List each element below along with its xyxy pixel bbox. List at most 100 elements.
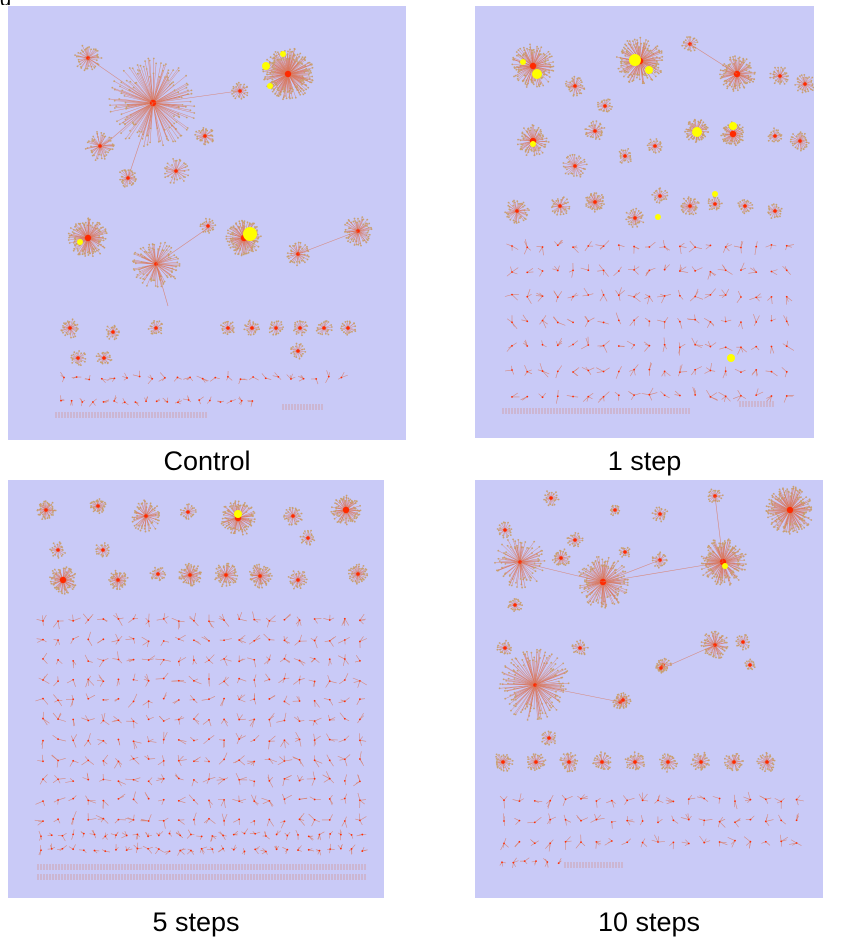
network-cluster [119, 169, 137, 188]
network-cluster [592, 751, 612, 771]
network-cluster [618, 148, 632, 164]
highlight-node [692, 127, 702, 137]
network-cluster [220, 500, 256, 536]
network-cluster [618, 546, 631, 558]
network-cluster [105, 324, 120, 341]
network-cluster [564, 75, 586, 97]
network-cluster [498, 648, 570, 721]
network-cluster [527, 753, 547, 771]
network-cluster [597, 98, 613, 113]
network-cluster [225, 219, 262, 257]
highlight-node [722, 563, 728, 569]
network-cluster [516, 124, 550, 157]
network-panel-10-steps [475, 480, 823, 898]
network-cluster [769, 66, 789, 85]
network-cluster [659, 753, 679, 773]
network-cluster [67, 217, 108, 257]
network-cluster [551, 548, 571, 566]
network-graph-10-steps [494, 485, 813, 869]
highlight-node [645, 66, 653, 74]
network-panel-1-step [475, 6, 814, 438]
network-graph-1-step [502, 36, 814, 414]
network-cluster [293, 320, 309, 337]
network-cluster [700, 538, 747, 586]
network-cluster [651, 551, 668, 569]
network-cluster [268, 320, 284, 336]
highlight-node [729, 122, 737, 130]
network-cluster [95, 351, 113, 365]
network-cluster [507, 598, 523, 612]
network-cluster [108, 569, 129, 591]
network-cluster [707, 195, 723, 211]
network-cluster [707, 488, 724, 503]
network-cluster [84, 131, 115, 162]
network-cluster [348, 563, 369, 585]
network-cluster [164, 158, 190, 184]
network-cluster [290, 342, 307, 360]
figure-label: g [0, 0, 11, 5]
network-cluster [49, 566, 77, 595]
network-cluster [767, 203, 783, 220]
highlight-node [77, 239, 83, 245]
network-cluster [495, 753, 514, 772]
highlight-node [280, 51, 286, 57]
network-cluster [615, 692, 632, 708]
network-cluster [178, 562, 202, 587]
highlight-node [243, 227, 257, 241]
network-cluster [566, 532, 584, 548]
network-cluster [49, 541, 66, 559]
network-cluster [60, 318, 79, 339]
network-cluster [496, 639, 512, 655]
network-cluster [214, 562, 239, 588]
network-cluster [690, 751, 710, 771]
network-cluster [609, 504, 621, 517]
network-cluster [571, 639, 589, 656]
highlight-node [262, 62, 270, 70]
network-cluster [735, 634, 750, 651]
network-cluster [543, 490, 560, 507]
highlight-node [520, 59, 526, 65]
network-cluster [287, 570, 308, 590]
network-cluster [132, 241, 181, 288]
network-cluster [199, 217, 217, 234]
network-cluster [194, 127, 214, 146]
network-cluster [584, 120, 606, 141]
network-cluster [794, 74, 814, 94]
network-cluster [95, 542, 110, 558]
network-cluster [504, 199, 530, 224]
network-cluster [36, 500, 57, 520]
network-cluster [511, 43, 555, 88]
network-cluster [562, 153, 588, 178]
network-cluster [147, 320, 164, 335]
network-cluster [700, 630, 729, 659]
highlight-node [530, 141, 536, 147]
network-cluster [719, 55, 756, 92]
network-cluster [299, 529, 316, 546]
network-cluster [578, 556, 629, 609]
caption-1-step: 1 step [607, 446, 682, 476]
network-cluster [625, 207, 645, 228]
caption-control: Control [163, 446, 251, 476]
network-cluster [315, 320, 333, 336]
network-cluster [344, 216, 373, 247]
network-cluster [737, 199, 754, 215]
network-cluster [231, 81, 249, 100]
network-cluster [624, 751, 646, 771]
network-cluster [651, 506, 669, 523]
network-cluster [646, 138, 663, 154]
network-cluster [551, 196, 571, 216]
network-cluster [89, 498, 107, 515]
network-cluster [131, 499, 161, 533]
network-cluster [243, 319, 260, 336]
network-cluster [220, 320, 235, 336]
highlight-node [267, 83, 273, 89]
network-cluster [330, 494, 362, 526]
network-cluster [496, 521, 513, 539]
network-cluster [70, 350, 87, 367]
network-cluster [651, 187, 669, 204]
network-cluster [681, 36, 699, 52]
network-cluster [655, 663, 666, 673]
network-graph-control [55, 44, 373, 418]
highlight-node [655, 214, 661, 220]
network-cluster [756, 751, 776, 773]
